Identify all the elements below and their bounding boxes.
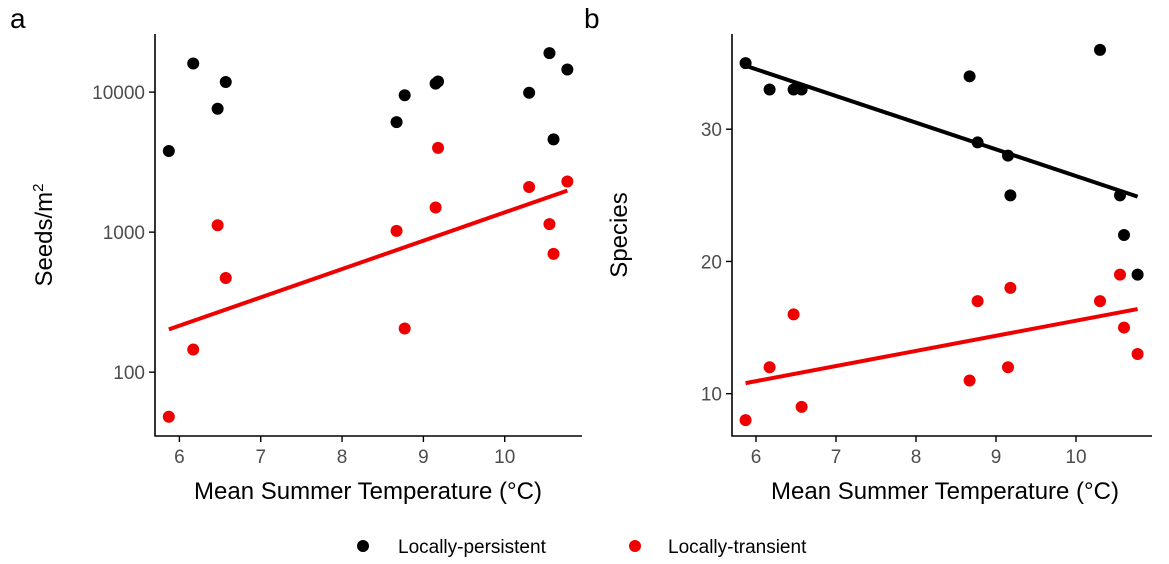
y-tick-label: 1000: [103, 223, 145, 244]
legend-key: [629, 540, 641, 552]
x-axis-title: Mean Summer Temperature (°C): [771, 478, 1119, 505]
persistent-point: [1002, 149, 1014, 162]
transient-point: [763, 361, 776, 374]
legend-key: [357, 540, 369, 552]
x-tick-label: 10: [1065, 447, 1086, 468]
transient-point: [1118, 321, 1130, 334]
persistent-point: [1131, 268, 1144, 281]
transient-point: [211, 219, 224, 232]
persistent-point: [1114, 189, 1126, 202]
y-axis-title-superscript: 2: [30, 183, 47, 191]
transient-point: [547, 247, 560, 260]
transient-point: [1131, 348, 1144, 361]
y-axis-title-text: Seeds/m: [31, 192, 58, 287]
panel-b: 6 7 8 9 10 10 20 30 Mean Summer Temperature (°C)…: [584, 3, 1152, 505]
y-tick-label: 20: [701, 252, 722, 273]
x-axis-title: Mean Summer Temperature (°C): [194, 478, 542, 505]
y-tick-label: 100: [113, 363, 145, 384]
persistent-point: [219, 76, 232, 89]
x-tick-label: 7: [255, 447, 266, 468]
transient-point: [795, 400, 808, 413]
x-tick-label: 10: [494, 447, 515, 468]
persistent-point: [432, 75, 445, 88]
transient-point: [561, 175, 574, 188]
panel-tag: a: [10, 3, 26, 34]
y-axis-title: Species: [606, 192, 633, 277]
transient-point: [187, 343, 200, 356]
persistent-point: [398, 89, 411, 102]
persistent-point: [763, 83, 776, 96]
x-tick-label: 9: [991, 447, 1002, 468]
transient-point: [390, 224, 403, 237]
transient-point: [971, 295, 984, 308]
persistent-point: [795, 83, 808, 96]
transient-point: [739, 414, 752, 427]
y-axis-title: Seeds/m2: [30, 183, 58, 286]
x-tick-label: 8: [337, 447, 348, 468]
persistent-point: [1004, 189, 1017, 202]
persistent-point: [547, 133, 560, 146]
persistent-point: [1118, 229, 1130, 241]
legend: Locally-persistent Locally-transient: [357, 537, 807, 558]
legend-label: Locally-transient: [668, 537, 807, 558]
transient-point: [398, 322, 411, 335]
x-tick-label: 9: [418, 447, 429, 468]
persistent-point: [739, 57, 752, 70]
trend-line: [168, 188, 569, 332]
persistent-point: [561, 63, 574, 76]
persistent-point: [543, 47, 556, 60]
x-tick-label: 6: [174, 447, 185, 468]
persistent-point: [187, 57, 200, 70]
y-axis-title-text: Species: [606, 192, 633, 277]
x-tick-label: 6: [751, 447, 762, 468]
transient-point: [1114, 268, 1126, 281]
transient-point: [963, 374, 976, 387]
persistent-point: [162, 144, 175, 157]
transient-point: [219, 272, 232, 285]
y-tick-label: 10000: [92, 83, 145, 104]
persistent-point: [211, 102, 224, 115]
persistent-point: [390, 116, 403, 129]
transient-point: [523, 181, 536, 194]
legend-label: Locally-persistent: [398, 537, 547, 558]
persistent-point: [963, 70, 976, 83]
panel-tag: b: [584, 3, 600, 34]
transient-point: [1094, 295, 1106, 308]
transient-point: [1004, 281, 1017, 294]
trend-line: [744, 63, 1139, 199]
persistent-point: [523, 86, 536, 99]
x-tick-label: 8: [911, 447, 922, 468]
persistent-point: [971, 136, 984, 149]
transient-point: [162, 410, 175, 423]
persistent-point: [1094, 43, 1106, 56]
y-tick-label: 10: [701, 385, 722, 406]
trend-line: [745, 307, 1138, 386]
panel-a: 6 7 8 9 10 100 1000 10000 Mean Summer Temperatur…: [10, 3, 582, 505]
x-tick-label: 7: [831, 447, 842, 468]
y-tick-label: 30: [701, 120, 722, 141]
transient-point: [432, 141, 445, 154]
transient-point: [429, 201, 442, 214]
transient-point: [787, 308, 800, 321]
transient-point: [543, 218, 556, 231]
transient-point: [1002, 361, 1014, 374]
